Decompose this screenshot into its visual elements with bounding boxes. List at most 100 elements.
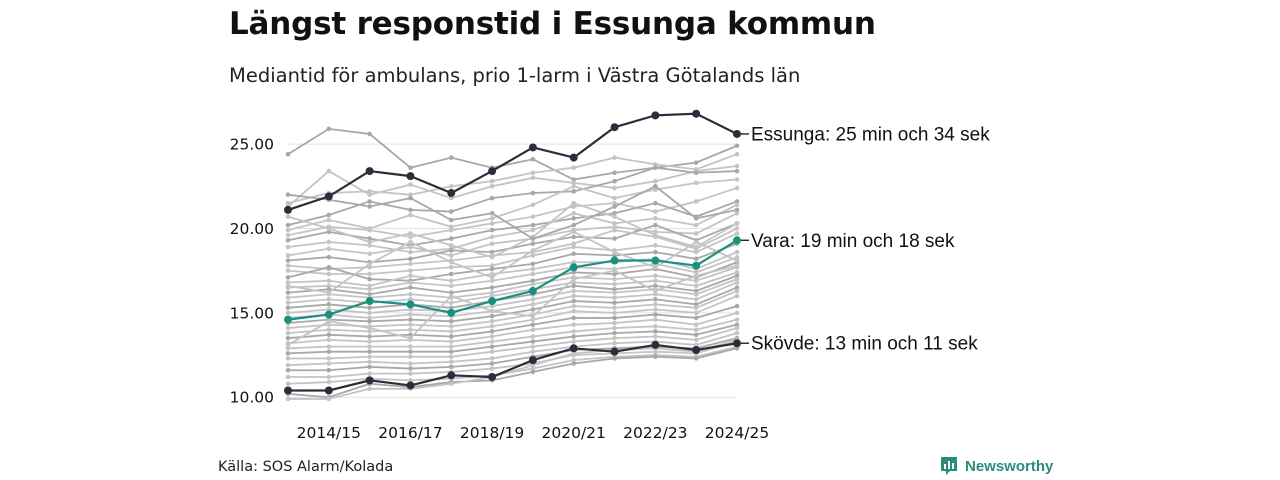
series-labels: Essunga: 25 min och 34 sek Vara: 19 min o… (741, 124, 990, 355)
background-series-point (326, 239, 332, 245)
background-series-point (448, 209, 454, 214)
background-series-point (571, 361, 577, 366)
background-series-point (734, 280, 740, 285)
background-series-point (734, 177, 740, 182)
background-series-line (287, 232, 738, 275)
background-series-point (612, 315, 617, 321)
background-series-point (653, 278, 658, 284)
background-series-point (285, 151, 291, 157)
series-point-skövde (284, 386, 292, 395)
background-series-point (653, 354, 658, 360)
background-series-point (367, 334, 372, 339)
background-series-point (367, 359, 372, 365)
series-point-essunga (692, 109, 701, 118)
background-series-point (734, 151, 740, 157)
background-series-point (408, 280, 413, 285)
background-series-point (326, 212, 332, 218)
background-series-point (367, 199, 372, 204)
background-series-point (408, 249, 413, 255)
background-series-point (448, 339, 454, 344)
background-series-point (285, 356, 291, 361)
background-series-point (612, 236, 617, 241)
series-point-skövde (651, 340, 660, 349)
series-point-vara (406, 300, 415, 309)
background-series-point (408, 354, 413, 360)
background-series-point (285, 325, 291, 331)
background-series-point (530, 344, 536, 349)
background-series-line (287, 266, 738, 299)
background-series-point (693, 322, 699, 327)
background-series-point (693, 199, 699, 204)
background-series-line (287, 187, 738, 238)
background-series-point (571, 229, 577, 235)
background-series-point (530, 281, 536, 287)
background-series-point (408, 195, 413, 201)
background-series-point (571, 357, 577, 363)
background-series-point (285, 268, 291, 273)
series-point-essunga (610, 123, 619, 132)
x-tick-label: 2024/25 (705, 424, 769, 442)
background-series-point (285, 253, 291, 258)
series-point-skövde (692, 345, 701, 354)
series-point-vara (610, 256, 619, 265)
background-series-point (653, 334, 658, 339)
series-point-skövde (610, 347, 619, 356)
background-series-point (653, 307, 658, 312)
background-series-point (693, 332, 699, 338)
background-series-point (489, 221, 495, 226)
background-series-point (285, 362, 291, 368)
series-point-skövde (365, 376, 374, 385)
background-series-point (693, 342, 699, 348)
background-series-point (734, 185, 740, 191)
background-series-point (571, 288, 577, 294)
background-series-point (693, 337, 699, 343)
newsworthy-logo[interactable]: Newsworthy (939, 456, 1053, 476)
series-point-essunga (284, 205, 292, 214)
background-series-point (367, 271, 372, 277)
background-series-point (612, 276, 617, 282)
series-point-essunga (447, 189, 456, 198)
background-series-point (326, 226, 332, 231)
background-series-point (571, 351, 577, 356)
background-series-line (287, 264, 738, 346)
series-point-vara (488, 297, 497, 306)
series-point-skövde (528, 356, 537, 365)
background-series-point (408, 366, 413, 371)
background-series-point (367, 189, 372, 194)
series-point-skövde (733, 339, 741, 348)
background-series-point (571, 180, 577, 186)
background-series-point (448, 195, 454, 201)
background-series-point (367, 349, 372, 354)
background-series-line (287, 165, 738, 208)
series-point-vara (447, 308, 456, 317)
background-series-point (530, 266, 536, 272)
background-series-point (326, 264, 332, 270)
background-series-point (653, 317, 658, 322)
background-series-point (693, 216, 699, 221)
background-series-point (530, 170, 536, 176)
background-series-point (285, 330, 291, 336)
background-series-point (653, 249, 658, 255)
background-series-point (734, 330, 740, 336)
background-series-point (285, 275, 291, 280)
background-series-point (612, 249, 617, 255)
x-tick-label: 2014/15 (297, 424, 361, 442)
background-series-point (408, 312, 413, 317)
background-series-point (530, 349, 536, 354)
background-series-point (285, 283, 291, 289)
background-series-point (367, 276, 372, 282)
series-point-vara (692, 261, 701, 270)
background-series-point (489, 290, 495, 295)
background-series-point (734, 276, 740, 282)
background-series-point (489, 334, 495, 339)
background-series-point (285, 367, 291, 373)
background-series-point (489, 329, 495, 334)
background-series-point (530, 362, 536, 368)
series-point-essunga (569, 153, 578, 162)
background-series-point (489, 210, 495, 216)
background-series-point (489, 293, 495, 299)
background-series-point (448, 324, 454, 329)
background-series-point (448, 293, 454, 299)
background-series-point (367, 310, 372, 316)
background-series-point (693, 283, 699, 289)
